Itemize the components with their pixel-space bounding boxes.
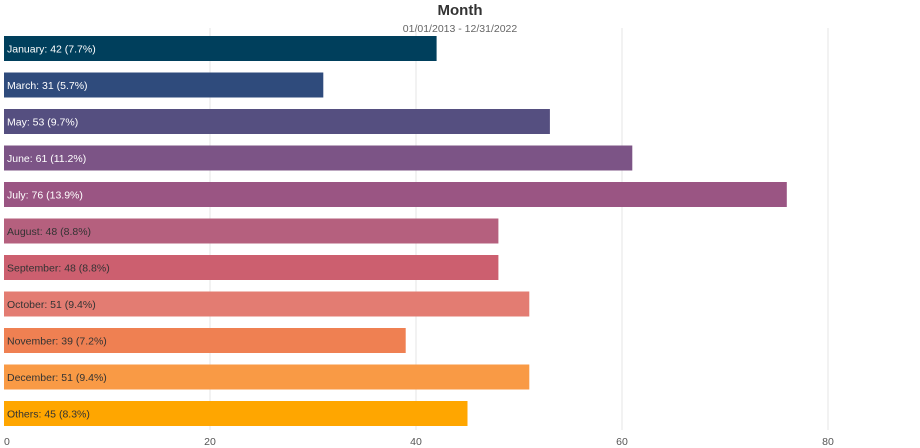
bar-may[interactable] xyxy=(4,109,550,134)
bar-october[interactable] xyxy=(4,291,530,317)
bar-label-july: July: 76 (13.9%) xyxy=(7,190,83,202)
bar-others[interactable] xyxy=(4,401,468,426)
bar-december[interactable] xyxy=(4,364,530,390)
bar-march[interactable] xyxy=(4,72,324,98)
bar-january[interactable] xyxy=(4,36,437,61)
bar-label-november: November: 39 (7.2%) xyxy=(7,336,107,348)
bar-august[interactable] xyxy=(4,218,499,244)
bar-september[interactable] xyxy=(4,255,499,280)
x-axis-ticks: 0 20 40 60 80 xyxy=(4,436,834,448)
bar-november[interactable] xyxy=(4,328,406,353)
bar-label-may: May: 53 (9.7%) xyxy=(7,117,78,129)
chart-title: Month xyxy=(438,2,483,19)
bar-label-october: October: 51 (9.4%) xyxy=(7,299,96,311)
x-tick-label: 40 xyxy=(410,436,422,448)
bar-label-march: March: 31 (5.7%) xyxy=(7,80,88,92)
bar-label-august: August: 48 (8.8%) xyxy=(7,226,91,238)
x-tick-label: 80 xyxy=(822,436,834,448)
bar-label-september: September: 48 (8.8%) xyxy=(7,263,110,275)
x-tick-label: 60 xyxy=(616,436,628,448)
chart-subtitle: 01/01/2013 - 12/31/2022 xyxy=(403,23,518,35)
bar-label-january: January: 42 (7.7%) xyxy=(7,44,96,56)
x-tick-label: 0 xyxy=(4,436,10,448)
bar-label-others: Others: 45 (8.3%) xyxy=(7,409,90,421)
bar-july[interactable] xyxy=(4,182,787,207)
bar-label-june: June: 61 (11.2%) xyxy=(7,153,86,165)
bar-label-december: December: 51 (9.4%) xyxy=(7,372,107,384)
bars: January: 42 (7.7%) March: 31 (5.7%) May: 5… xyxy=(4,36,787,426)
x-tick-label: 20 xyxy=(204,436,216,448)
bar-june[interactable] xyxy=(4,145,633,171)
